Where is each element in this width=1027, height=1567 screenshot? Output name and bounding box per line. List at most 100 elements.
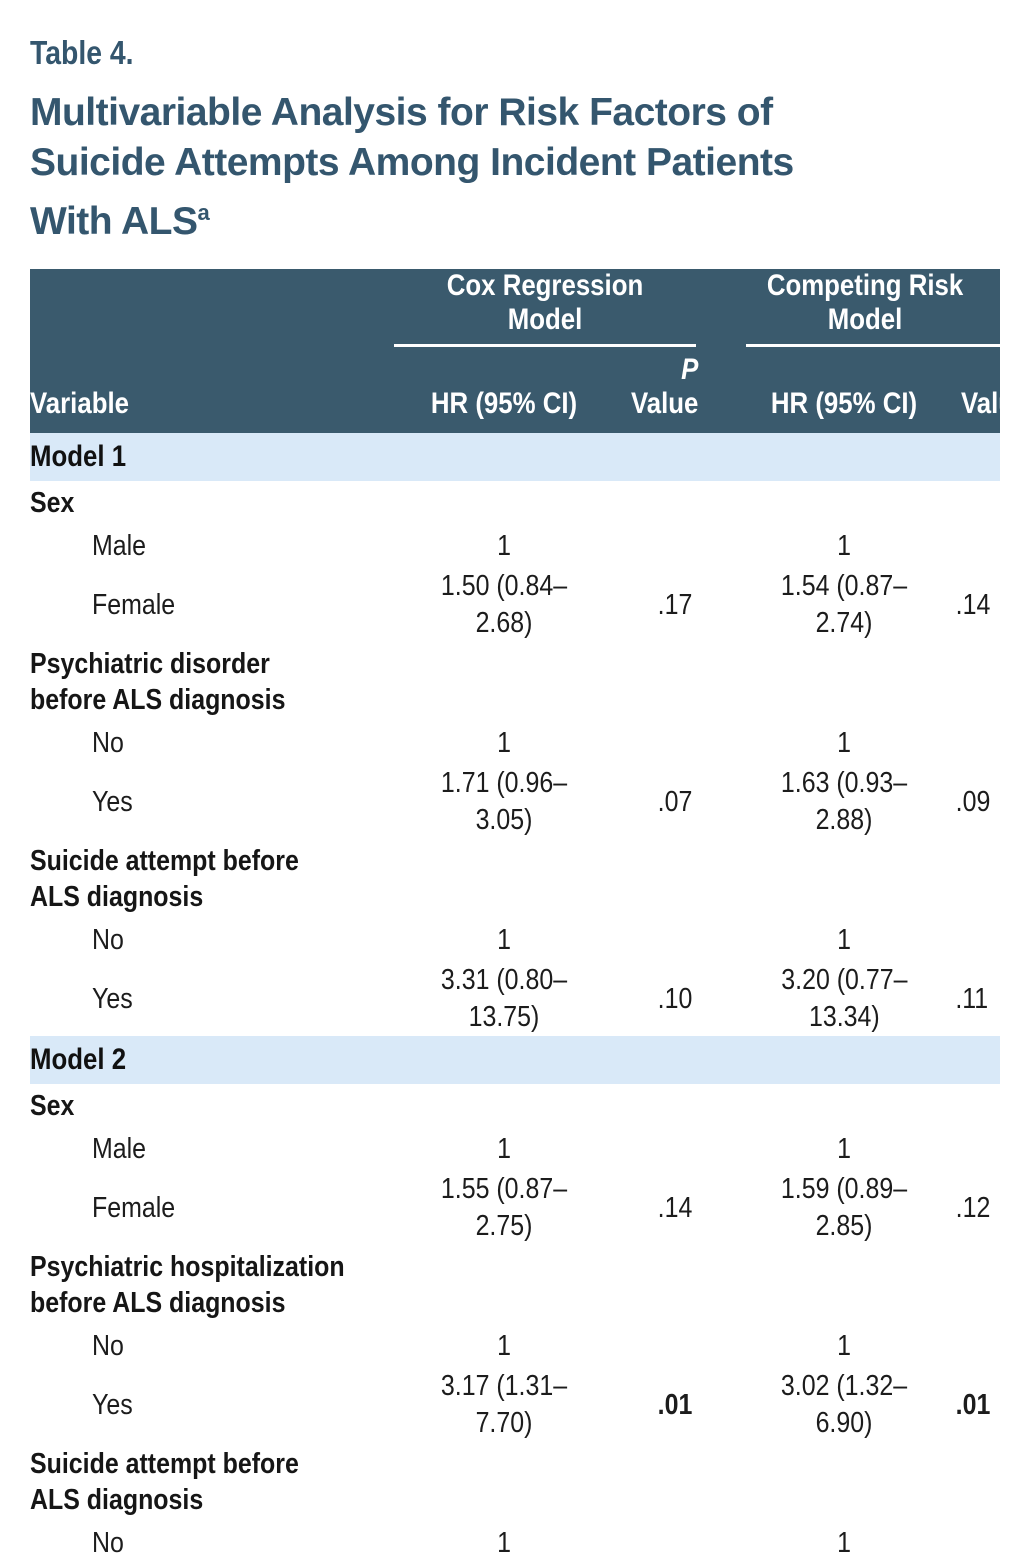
model-band-label: Model 2 bbox=[30, 1043, 127, 1076]
item-label-cell: No bbox=[30, 721, 360, 765]
variable-row: Suicide attempt before ALS diagnosis bbox=[30, 1442, 1000, 1521]
cox-p-value: .01 bbox=[657, 1388, 692, 1421]
variable-label: Sex bbox=[30, 1090, 75, 1122]
data-row: Female 1.50 (0.84–2.68) .17 1.54 (0.87–2.74… bbox=[30, 568, 1000, 642]
cox-p-column-header: P Value bbox=[610, 347, 700, 433]
content-area: Table 4. Multivariable Analysis for Risk… bbox=[30, 0, 1027, 1567]
cox-p-value-cell bbox=[610, 1521, 700, 1565]
cox-p-value: .07 bbox=[657, 785, 692, 818]
item-label: Male bbox=[92, 1132, 147, 1165]
cox-p-value-cell: .07 bbox=[610, 765, 700, 839]
model-band-row: Model 1 bbox=[30, 433, 1001, 481]
competing-hr-column-header: HR (95% CI) bbox=[700, 347, 950, 433]
competing-p-value: .14 bbox=[955, 588, 991, 621]
competing-p-header-bottom: Value bbox=[960, 387, 1027, 420]
cox-hr-value: 3.31 (0.80–13.75) bbox=[440, 964, 568, 1033]
competing-hr-value-cell: 1 bbox=[700, 524, 950, 568]
competing-hr-value: 1.63 (0.93–2.88) bbox=[780, 767, 908, 836]
cox-hr-value: 1.50 (0.84–2.68) bbox=[440, 570, 568, 639]
item-label-cell: Yes bbox=[30, 1368, 360, 1442]
model-band-label: Model 1 bbox=[30, 440, 127, 473]
cox-hr-value: 1 bbox=[497, 1132, 511, 1165]
variable-label-cell: Sex bbox=[30, 1084, 1000, 1127]
item-label-cell: Male bbox=[30, 524, 360, 568]
cox-p-value: .14 bbox=[657, 1191, 692, 1224]
group-header-spacer bbox=[30, 269, 360, 347]
item-label-cell: No bbox=[30, 1521, 360, 1565]
cox-hr-value-cell: 1.55 (0.87–2.75) bbox=[360, 1171, 610, 1245]
item-label-cell: No bbox=[30, 1324, 360, 1368]
item-label-cell: Yes bbox=[30, 765, 360, 839]
data-row: Male 1 1 bbox=[30, 524, 1000, 568]
variable-label: Suicide attempt before ALS diagnosis bbox=[30, 1448, 299, 1516]
cox-p-value-cell bbox=[610, 918, 700, 962]
cox-hr-value-cell: 1 bbox=[360, 1521, 610, 1565]
competing-p-value: .12 bbox=[955, 1191, 991, 1224]
cox-group-underline bbox=[394, 344, 696, 347]
title-line-1: Multivariable Analysis for Risk Factors … bbox=[30, 91, 773, 134]
competing-hr-value: 1 bbox=[837, 1526, 851, 1559]
cox-hr-value: 3.17 (1.31–7.70) bbox=[440, 1370, 568, 1439]
data-row: Yes 3.31 (0.80–13.75) .10 3.20 (0.77– 13.34… bbox=[30, 962, 1000, 1036]
data-row: Yes 1.71 (0.96–3.05) .07 1.63 (0.93–2.88) .0… bbox=[30, 765, 1000, 839]
competing-p-value-cell bbox=[950, 1324, 1000, 1368]
variable-label-cell: Psychiatric disorder before ALS diagnosi… bbox=[30, 642, 1000, 721]
competing-hr-value: 1.59 (0.89–2.85) bbox=[780, 1173, 908, 1242]
competing-hr-value-cell: 3.02 (1.32–6.90) bbox=[700, 1368, 950, 1442]
competing-p-value: .01 bbox=[955, 1388, 991, 1421]
variable-row: Psychiatric disorder before ALS diagnosi… bbox=[30, 642, 1000, 721]
cox-hr-column-header: HR (95% CI) bbox=[360, 347, 610, 433]
item-label: Yes bbox=[92, 982, 133, 1015]
variable-label: Sex bbox=[30, 487, 75, 519]
competing-hr-value-cell: 1 bbox=[700, 1324, 950, 1368]
competing-model-group-text: Competing Risk Model bbox=[766, 269, 964, 336]
competing-p-value-cell: .14 bbox=[950, 568, 1000, 642]
cox-hr-value: 1.71 (0.96–3.05) bbox=[440, 767, 568, 836]
cox-hr-value-cell: 1.50 (0.84–2.68) bbox=[360, 568, 610, 642]
variable-label-cell: Psychiatric hospitalization before ALS d… bbox=[30, 1245, 1000, 1324]
item-label: Male bbox=[92, 529, 147, 562]
cox-p-header-top: P bbox=[680, 353, 698, 386]
variable-row: Suicide attempt before ALS diagnosis bbox=[30, 839, 1000, 918]
variable-label-cell: Suicide attempt before ALS diagnosis bbox=[30, 839, 1000, 918]
cox-p-value-cell: .10 bbox=[610, 962, 700, 1036]
variable-row: Psychiatric hospitalization before ALS d… bbox=[30, 1245, 1000, 1324]
item-label: Yes bbox=[92, 1388, 133, 1421]
variable-label-cell: Sex bbox=[30, 481, 1000, 524]
competing-model-group-label: Competing Risk Model bbox=[700, 269, 1000, 337]
model-band-row: Model 2 bbox=[30, 1036, 1001, 1084]
variable-label-cell: Suicide attempt before ALS diagnosis bbox=[30, 1442, 1000, 1521]
item-label: No bbox=[92, 923, 124, 956]
cox-hr-value-cell: 1.71 (0.96–3.05) bbox=[360, 765, 610, 839]
competing-hr-value-cell: 1.63 (0.93–2.88) bbox=[700, 765, 950, 839]
competing-hr-value-cell: 1 bbox=[700, 1127, 950, 1171]
competing-hr-value-cell: 1 bbox=[700, 1521, 950, 1565]
data-row: No 1 1 bbox=[30, 918, 1000, 962]
cox-p-value: .17 bbox=[657, 588, 692, 621]
competing-hr-value-cell: 1.54 (0.87–2.74) bbox=[700, 568, 950, 642]
competing-p-value-cell: .11 bbox=[950, 962, 1000, 1036]
title-line-3-text: With ALS bbox=[30, 200, 198, 243]
competing-p-value-cell bbox=[950, 918, 1000, 962]
competing-hr-value: 1.54 (0.87–2.74) bbox=[780, 570, 908, 639]
cox-hr-value-cell: 3.31 (0.80–13.75) bbox=[360, 962, 610, 1036]
cox-hr-column-header-text: HR (95% CI) bbox=[430, 387, 578, 420]
cox-p-value-cell bbox=[610, 721, 700, 765]
competing-hr-value-cell: 1.59 (0.89–2.85) bbox=[700, 1171, 950, 1245]
title-line-2: Suicide Attempts Among Incident Patients bbox=[30, 141, 794, 184]
cox-p-column-header-stack: P Value bbox=[631, 353, 698, 421]
cox-hr-value: 1 bbox=[497, 1526, 511, 1559]
competing-hr-value-cell: 1 bbox=[700, 721, 950, 765]
item-label-cell: Female bbox=[30, 1171, 360, 1245]
competing-hr-value: 1 bbox=[837, 923, 851, 956]
cox-hr-value-cell: 1 bbox=[360, 918, 610, 962]
competing-hr-value: 1 bbox=[837, 1132, 851, 1165]
competing-hr-value: 3.20 (0.77– 13.34) bbox=[780, 964, 908, 1033]
table-number-text: Table 4. bbox=[30, 34, 134, 71]
cox-hr-value-cell: 3.17 (1.31–7.70) bbox=[360, 1368, 610, 1442]
cox-p-value-cell bbox=[610, 1127, 700, 1171]
competing-hr-value: 1 bbox=[837, 529, 851, 562]
model-band-label-cell: Model 1 bbox=[30, 433, 1001, 481]
competing-p-column-header-stack: P Value bbox=[961, 353, 1027, 421]
